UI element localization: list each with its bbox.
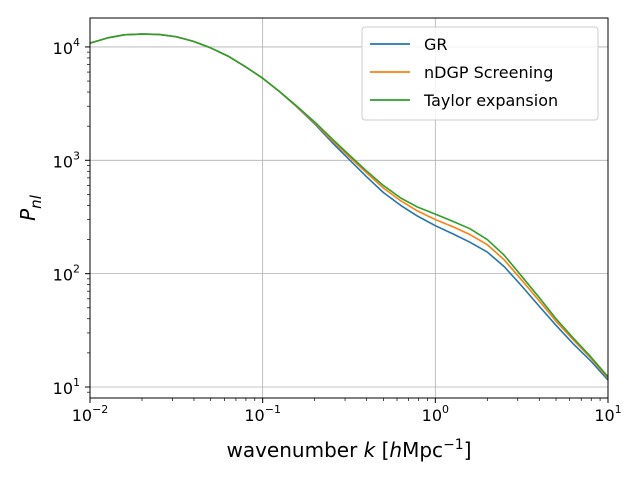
legend-label-ndgp-screening: nDGP Screening xyxy=(424,63,553,82)
y-tick-label: 104 xyxy=(53,36,80,58)
legend-label-gr: GR xyxy=(424,35,448,54)
y-tick-label: 101 xyxy=(53,376,80,398)
x-axis-ticks: 10−2 10−1 100 101 xyxy=(72,398,622,425)
x-tick-label: 10−1 xyxy=(244,403,281,425)
y-axis-label: Pnl xyxy=(16,194,45,221)
y-axis-ticks: 101 102 103 104 xyxy=(53,36,90,398)
legend-label-taylor-expansion: Taylor expansion xyxy=(423,91,558,110)
series-lines xyxy=(89,33,609,381)
y-tick-label: 103 xyxy=(53,149,80,171)
legend-box xyxy=(361,26,599,121)
x-tick-label: 101 xyxy=(594,403,621,425)
plot-frame xyxy=(89,17,609,399)
x-tick-label: 100 xyxy=(422,403,449,425)
x-axis-label: wavenumber k [hMpc−1] xyxy=(226,437,471,462)
y-tick-label: 102 xyxy=(53,263,80,285)
series-line-taylor-expansion xyxy=(89,33,609,378)
legend: GR nDGP Screening Taylor expansion xyxy=(361,26,599,121)
x-tick-label: 10−2 xyxy=(72,403,109,425)
